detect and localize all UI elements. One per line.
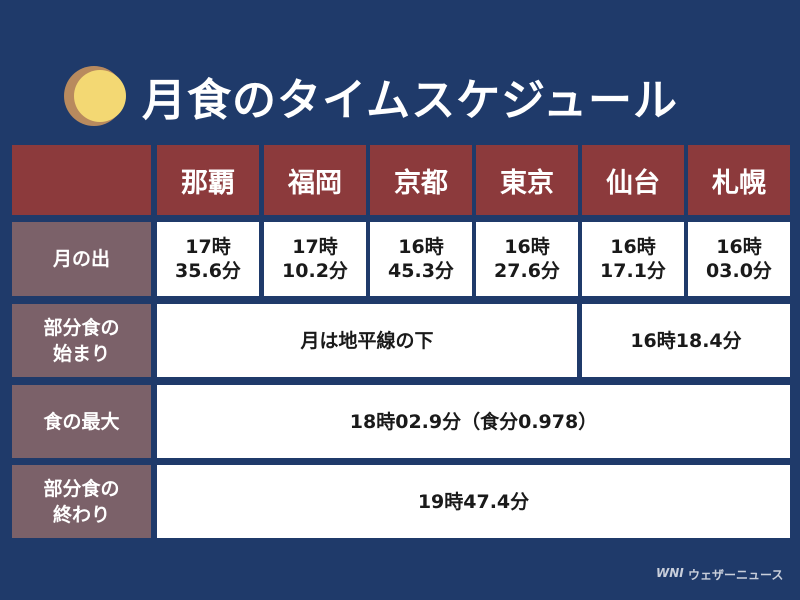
logo: WNI <box>656 566 684 580</box>
cell: 17時 10.2分 <box>264 222 366 296</box>
moon-icon <box>64 66 126 126</box>
row-label: 食の最大 <box>12 385 151 458</box>
column-header: 京都 <box>370 145 472 215</box>
column-header: 那覇 <box>157 145 259 215</box>
cell: 16時18.4分 <box>582 304 790 377</box>
column-header: 東京 <box>476 145 578 215</box>
column-header: 仙台 <box>582 145 684 215</box>
cell: 16時 27.6分 <box>476 222 578 296</box>
cell: 18時02.9分（食分0.978） <box>157 385 790 458</box>
row-label: 部分食の 始まり <box>12 304 151 377</box>
cell: 16時 45.3分 <box>370 222 472 296</box>
brand: ウェザーニュース <box>688 568 784 582</box>
row-label: 部分食の 終わり <box>12 465 151 538</box>
corner-cell <box>12 145 151 215</box>
cell: 月は地平線の下 <box>157 304 577 377</box>
row-label: 月の出 <box>12 222 151 296</box>
cell: 16時 03.0分 <box>688 222 790 296</box>
title: 月食のタイムスケジュール <box>142 75 679 126</box>
cell: 17時 35.6分 <box>157 222 259 296</box>
cell: 16時 17.1分 <box>582 222 684 296</box>
cell: 19時47.4分 <box>157 465 790 538</box>
column-header: 札幌 <box>688 145 790 215</box>
column-header: 福岡 <box>264 145 366 215</box>
